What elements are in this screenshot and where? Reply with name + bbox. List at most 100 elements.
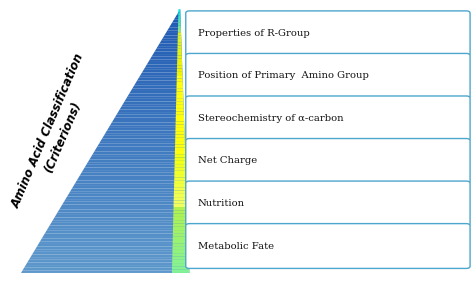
Polygon shape	[94, 149, 185, 152]
Polygon shape	[163, 36, 181, 38]
Polygon shape	[53, 217, 188, 220]
Polygon shape	[42, 236, 188, 239]
Polygon shape	[173, 230, 188, 233]
Polygon shape	[174, 164, 186, 168]
Polygon shape	[173, 240, 188, 243]
Text: Amino Acid Classification
(Criterions): Amino Acid Classification (Criterions)	[9, 52, 101, 217]
Polygon shape	[175, 138, 185, 141]
Text: Position of Primary  Amino Group: Position of Primary Amino Group	[198, 71, 369, 80]
Polygon shape	[178, 39, 182, 42]
Polygon shape	[173, 227, 188, 230]
Polygon shape	[177, 49, 182, 52]
Polygon shape	[92, 152, 185, 154]
Polygon shape	[65, 196, 187, 199]
Polygon shape	[131, 88, 183, 91]
Polygon shape	[174, 161, 186, 164]
Polygon shape	[153, 51, 182, 54]
Polygon shape	[61, 204, 187, 207]
Polygon shape	[172, 266, 189, 270]
Polygon shape	[172, 20, 181, 23]
Polygon shape	[177, 55, 182, 59]
Polygon shape	[174, 168, 186, 171]
Polygon shape	[175, 15, 181, 17]
Polygon shape	[174, 181, 186, 184]
Polygon shape	[145, 65, 182, 67]
Polygon shape	[126, 96, 183, 99]
Polygon shape	[173, 204, 187, 207]
Polygon shape	[104, 133, 185, 136]
Polygon shape	[177, 72, 182, 75]
Polygon shape	[110, 123, 184, 125]
Polygon shape	[177, 62, 182, 65]
Polygon shape	[83, 168, 186, 170]
Polygon shape	[30, 255, 189, 257]
Polygon shape	[43, 233, 188, 236]
Polygon shape	[77, 178, 186, 181]
Polygon shape	[21, 270, 190, 273]
Polygon shape	[175, 141, 185, 144]
Polygon shape	[148, 59, 182, 62]
Polygon shape	[64, 199, 187, 202]
FancyBboxPatch shape	[186, 181, 470, 226]
Polygon shape	[174, 184, 186, 187]
Polygon shape	[69, 191, 187, 194]
Polygon shape	[175, 121, 184, 125]
Polygon shape	[82, 170, 186, 173]
Polygon shape	[152, 54, 182, 57]
Polygon shape	[35, 247, 189, 249]
Polygon shape	[109, 125, 184, 128]
Polygon shape	[120, 107, 184, 109]
Polygon shape	[128, 93, 183, 96]
Polygon shape	[177, 69, 182, 72]
Polygon shape	[178, 23, 181, 26]
Polygon shape	[173, 253, 189, 256]
Polygon shape	[32, 252, 189, 255]
Polygon shape	[27, 260, 189, 262]
Polygon shape	[99, 141, 185, 144]
Text: Properties of R-Group: Properties of R-Group	[198, 29, 310, 38]
Polygon shape	[178, 16, 181, 19]
Polygon shape	[175, 128, 184, 131]
Polygon shape	[176, 85, 183, 88]
Polygon shape	[175, 144, 185, 148]
Polygon shape	[23, 268, 189, 270]
Polygon shape	[98, 144, 185, 146]
Polygon shape	[100, 139, 185, 141]
Polygon shape	[177, 52, 182, 55]
Polygon shape	[67, 194, 187, 196]
Polygon shape	[59, 207, 187, 210]
Polygon shape	[139, 75, 182, 78]
Polygon shape	[56, 212, 187, 215]
Polygon shape	[178, 13, 181, 16]
Polygon shape	[177, 65, 182, 69]
Polygon shape	[90, 157, 185, 160]
Polygon shape	[172, 256, 189, 260]
Text: Net Charge: Net Charge	[198, 156, 257, 165]
Polygon shape	[176, 95, 183, 98]
Polygon shape	[176, 111, 184, 115]
Polygon shape	[155, 49, 182, 51]
Polygon shape	[176, 115, 184, 118]
Polygon shape	[73, 183, 186, 186]
Polygon shape	[137, 78, 182, 80]
Polygon shape	[174, 191, 187, 194]
Polygon shape	[176, 105, 184, 108]
Polygon shape	[174, 194, 187, 197]
Polygon shape	[178, 9, 180, 13]
Polygon shape	[177, 59, 182, 62]
Polygon shape	[78, 175, 186, 178]
Polygon shape	[173, 200, 187, 204]
Polygon shape	[121, 104, 183, 107]
Polygon shape	[173, 243, 189, 247]
Polygon shape	[107, 128, 184, 131]
Polygon shape	[160, 41, 182, 44]
Polygon shape	[174, 187, 187, 191]
Polygon shape	[173, 217, 188, 220]
Polygon shape	[176, 91, 183, 95]
Polygon shape	[102, 136, 185, 139]
Polygon shape	[58, 210, 187, 212]
Polygon shape	[123, 101, 183, 104]
Polygon shape	[125, 99, 183, 101]
Polygon shape	[96, 146, 185, 149]
Polygon shape	[175, 135, 185, 138]
